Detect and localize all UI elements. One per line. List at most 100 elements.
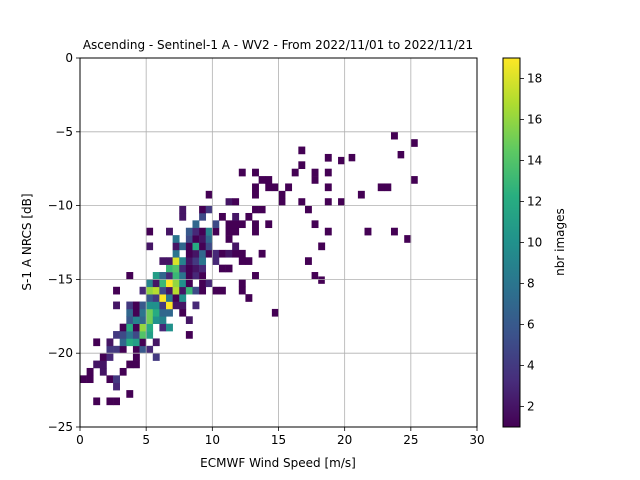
heatmap-cell <box>126 360 134 369</box>
heatmap-cell <box>199 249 207 258</box>
heatmap-cell <box>152 301 160 310</box>
heatmap-cell <box>304 257 312 265</box>
heatmap-cell <box>146 242 154 251</box>
heatmap-cell <box>324 198 332 206</box>
heatmap-cell <box>185 264 193 273</box>
heatmap-cell <box>377 183 385 192</box>
heatmap-cell <box>113 301 120 310</box>
heatmap-cell <box>205 249 213 258</box>
heatmap-cell <box>338 198 345 206</box>
heatmap-cell <box>139 316 147 324</box>
heatmap-cell <box>185 272 193 280</box>
heatmap-cell <box>159 286 167 295</box>
colorbar-tick-label: 8 <box>527 277 535 291</box>
heatmap-cell <box>146 227 154 236</box>
heatmap-cell <box>126 301 134 310</box>
heatmap-cell <box>146 331 154 339</box>
heatmap-cell <box>139 308 147 317</box>
heatmap-cell <box>252 272 259 280</box>
heatmap-cell <box>212 286 220 295</box>
heatmap-cell <box>146 323 154 332</box>
heatmap-cell <box>126 338 134 347</box>
heatmap-cell <box>199 272 207 280</box>
heatmap-cell <box>113 382 120 391</box>
heatmap-cell <box>298 146 306 155</box>
heatmap-cell <box>410 139 418 147</box>
heatmap-cell <box>113 345 120 354</box>
heatmap-cell <box>199 279 207 288</box>
heatmap-cell <box>179 242 187 251</box>
heatmap-cell <box>146 345 154 354</box>
y-tick-label: −20 <box>48 346 73 360</box>
heatmap-cell <box>146 316 154 324</box>
heatmap-cell <box>172 264 180 273</box>
x-tick-label: 25 <box>403 433 418 447</box>
heatmap-cell <box>232 220 240 229</box>
heatmap-cell <box>113 286 120 295</box>
heatmap-cell <box>192 286 200 295</box>
heatmap-cell <box>192 220 200 229</box>
heatmap-cell <box>119 345 127 354</box>
x-tick-label: 20 <box>337 433 352 447</box>
heatmap-cell <box>252 220 259 229</box>
heatmap-cell <box>205 227 213 236</box>
heatmap-cell <box>166 264 173 273</box>
colorbar-tick-label: 2 <box>527 400 535 414</box>
heatmap-cell <box>152 279 160 288</box>
heatmap-cell <box>166 257 173 265</box>
heatmap-cell <box>166 301 173 310</box>
heatmap-cell <box>225 220 233 229</box>
heatmap-cell <box>132 338 140 347</box>
heatmap-cell <box>278 198 286 206</box>
heatmap-cell <box>152 294 160 302</box>
heatmap-cell <box>119 323 127 332</box>
heatmap-cell <box>199 212 207 221</box>
heatmap-cell <box>86 375 94 384</box>
heatmap-cell <box>172 272 180 280</box>
heatmap-cell <box>152 338 160 347</box>
heatmap-cell <box>218 264 226 273</box>
heatmap-cell <box>238 168 246 177</box>
heatmap-cell <box>152 316 160 324</box>
heatmap-cell <box>119 367 127 376</box>
heatmap-cell <box>232 242 240 251</box>
heatmap-cell <box>311 220 319 229</box>
heatmap-cell <box>232 249 240 258</box>
heatmap-cell <box>205 279 213 288</box>
heatmap-cell <box>172 279 180 288</box>
heatmap-cell <box>146 308 154 317</box>
heatmap-cell <box>126 323 134 332</box>
heatmap-cell <box>298 161 306 169</box>
heatmap-cell <box>318 276 325 284</box>
colorbar-tick-label: 16 <box>527 113 542 127</box>
y-axis-label: S-1 A NRCS [dB] <box>20 193 34 290</box>
heatmap-cell <box>252 183 259 192</box>
heatmap-cell <box>179 301 187 310</box>
heatmap-cell <box>172 286 180 295</box>
heatmap-cell <box>159 323 167 332</box>
heatmap-cell <box>304 205 312 214</box>
heatmap-cell <box>132 301 140 310</box>
heatmap-cell <box>132 331 140 339</box>
heatmap-cell <box>106 353 114 361</box>
y-tick-label: 0 <box>65 51 73 65</box>
heatmap-cell <box>212 220 220 229</box>
heatmap-cell <box>218 212 226 221</box>
heatmap-cell <box>113 375 120 384</box>
heatmap-cell <box>192 235 200 243</box>
heatmap-cell <box>258 205 266 214</box>
heatmap-cell <box>212 257 220 265</box>
heatmap-cell <box>185 235 193 243</box>
heatmap-cell <box>397 150 405 159</box>
heatmap-cell <box>132 323 140 332</box>
y-tick-label: −10 <box>48 199 73 213</box>
heatmap-cell <box>185 257 193 265</box>
chart-title: Ascending - Sentinel-1 A - WV2 - From 20… <box>83 38 473 52</box>
colorbar-tick-label: 10 <box>527 236 542 250</box>
heatmap-cell <box>192 301 200 310</box>
heatmap-cells <box>80 131 418 406</box>
heatmap-cell <box>232 227 240 236</box>
x-tick-label: 0 <box>76 433 84 447</box>
heatmap-cell <box>126 390 134 398</box>
heatmap-cell <box>318 242 326 251</box>
